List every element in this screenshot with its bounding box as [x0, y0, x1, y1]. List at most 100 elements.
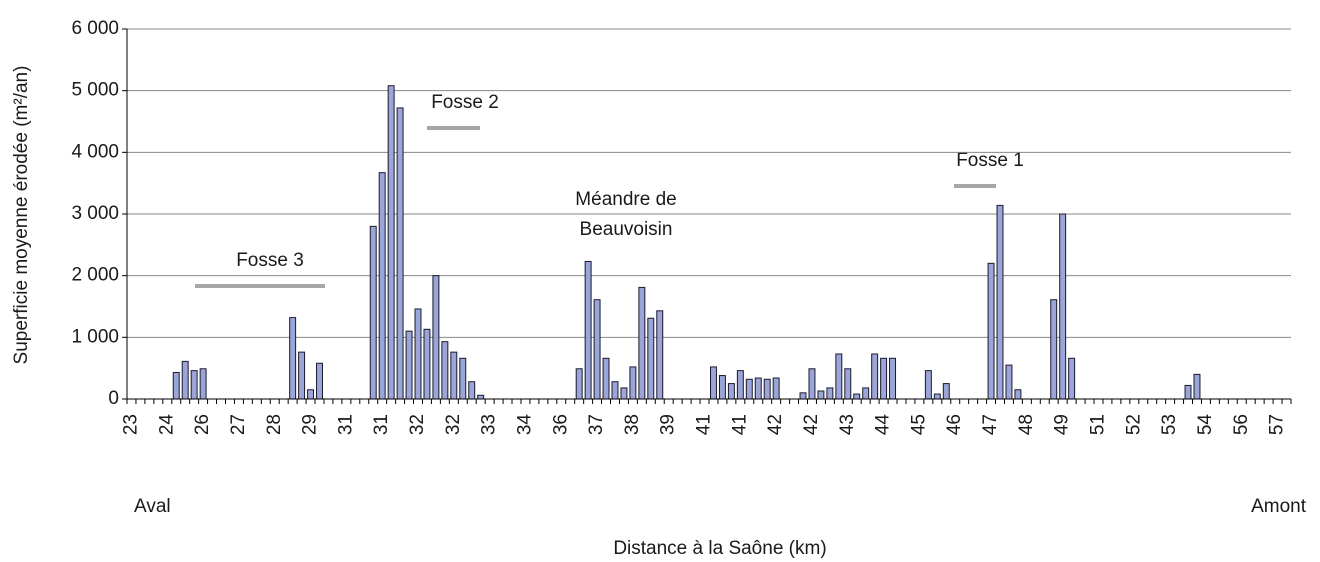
y-tick-label: 4 000 [71, 141, 119, 162]
x-tick-label: 29 [300, 414, 321, 435]
x-tick-label: 56 [1231, 414, 1252, 435]
y-tick-label: 0 [108, 388, 119, 409]
x-right-label: Amont [1251, 496, 1307, 517]
x-tick-label: 36 [550, 414, 571, 435]
x-tick-label: 39 [658, 414, 679, 435]
bar [736, 370, 744, 400]
y-axis-label: Superficie moyenne érodée (m²/an) [11, 66, 32, 365]
bar [987, 262, 995, 400]
x-tick-label: 53 [1159, 414, 1180, 435]
bar [477, 394, 485, 400]
bar [835, 353, 843, 400]
x-tick-label: 32 [407, 414, 428, 435]
x-tick-label: 37 [586, 414, 607, 435]
bar [298, 351, 306, 400]
bar [316, 362, 323, 400]
x-tick-label: 24 [156, 414, 177, 436]
bar [1005, 364, 1013, 400]
bar [871, 353, 879, 400]
bar [1184, 384, 1192, 400]
bar [942, 383, 950, 400]
x-tick-label: 41 [694, 414, 715, 435]
x-tick-label: 41 [729, 414, 750, 435]
x-tick-label: 28 [264, 414, 285, 435]
bar [396, 107, 404, 400]
bar [862, 387, 870, 400]
bar [289, 317, 297, 400]
x-tick-label: 57 [1267, 414, 1288, 435]
annotation: Fosse 2 [431, 92, 499, 113]
bar [459, 357, 467, 400]
x-tick-label: 54 [1195, 414, 1216, 436]
x-tick-label: 44 [873, 414, 894, 436]
bar [181, 360, 189, 400]
annotation: Fosse 1 [956, 150, 1024, 171]
x-left-label: Aval [134, 496, 171, 517]
bar [387, 85, 395, 400]
x-tick-label: 42 [801, 414, 822, 435]
x-tick-label: 48 [1016, 414, 1037, 435]
bar [450, 351, 458, 400]
bar [611, 381, 619, 400]
bar [763, 378, 771, 400]
bar [996, 204, 1004, 400]
x-tick-label: 47 [980, 414, 1001, 435]
bar [844, 368, 852, 400]
y-tick-label: 2 000 [71, 265, 119, 286]
bar [710, 366, 717, 400]
x-tick-label: 43 [837, 414, 858, 435]
bar [745, 378, 753, 400]
bar [826, 387, 834, 400]
bar [629, 366, 637, 400]
bar [414, 308, 422, 400]
y-tick-label: 1 000 [71, 326, 119, 347]
y-tick-label: 3 000 [71, 203, 119, 224]
x-tick-label: 45 [908, 414, 929, 435]
bar [199, 368, 207, 400]
x-tick-label: 27 [228, 414, 249, 435]
bar [772, 377, 780, 400]
bar [190, 370, 198, 400]
bar [432, 275, 440, 400]
annotation: Méandre de [575, 189, 676, 210]
x-tick-label: 31 [335, 414, 356, 435]
bar [817, 390, 825, 400]
bar [584, 260, 592, 400]
bar [575, 368, 583, 400]
bar [647, 317, 655, 400]
x-tick-label: 38 [622, 414, 643, 435]
x-tick-label: 26 [192, 414, 213, 435]
bar [405, 330, 413, 400]
bar [1050, 299, 1058, 400]
bar [656, 310, 664, 400]
bar [1014, 389, 1022, 400]
x-tick-label: 42 [765, 414, 786, 435]
x-tick-label: 52 [1123, 414, 1144, 435]
bar [620, 387, 628, 400]
bar [933, 393, 941, 400]
y-tick-label: 6 000 [71, 18, 119, 39]
x-tick-label: 34 [514, 414, 535, 436]
bar [638, 286, 646, 400]
annotation: Beauvoisin [580, 219, 673, 240]
bar [754, 377, 762, 400]
annotation: Fosse 3 [236, 250, 304, 271]
bar [799, 392, 807, 400]
x-tick-label: 23 [120, 414, 141, 435]
bar [727, 383, 735, 400]
bar [1068, 357, 1076, 400]
bar [718, 375, 726, 400]
x-tick-label: 46 [944, 414, 965, 435]
bar [1059, 213, 1067, 400]
x-axis-label: Distance à la Saône (km) [613, 538, 826, 559]
x-tick-label: 49 [1052, 414, 1073, 435]
bar [924, 370, 932, 400]
x-tick-label: 51 [1088, 414, 1109, 435]
bar [369, 225, 377, 400]
bar [808, 368, 816, 400]
bar [853, 393, 861, 400]
bar [889, 357, 897, 400]
x-tick-label: 33 [479, 414, 500, 435]
bar [307, 389, 315, 400]
